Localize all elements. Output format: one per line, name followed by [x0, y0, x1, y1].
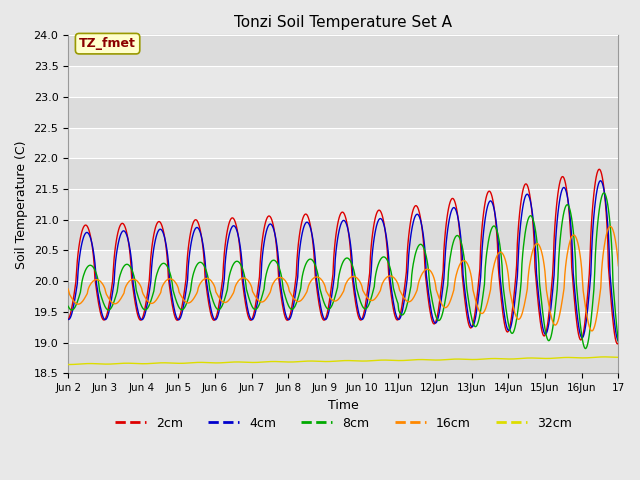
Bar: [68, 66, 618, 97]
Text: TZ_fmet: TZ_fmet: [79, 37, 136, 50]
Bar: [68, 281, 618, 312]
Bar: [68, 343, 618, 373]
Bar: [68, 36, 618, 66]
Bar: [68, 312, 618, 343]
Bar: [68, 158, 618, 189]
X-axis label: Time: Time: [328, 398, 358, 412]
Legend: 2cm, 4cm, 8cm, 16cm, 32cm: 2cm, 4cm, 8cm, 16cm, 32cm: [109, 412, 577, 435]
Bar: [68, 189, 618, 220]
Bar: [68, 220, 618, 251]
Bar: [68, 97, 618, 128]
Bar: [68, 251, 618, 281]
Title: Tonzi Soil Temperature Set A: Tonzi Soil Temperature Set A: [234, 15, 452, 30]
Bar: [68, 128, 618, 158]
Y-axis label: Soil Temperature (C): Soil Temperature (C): [15, 140, 28, 269]
